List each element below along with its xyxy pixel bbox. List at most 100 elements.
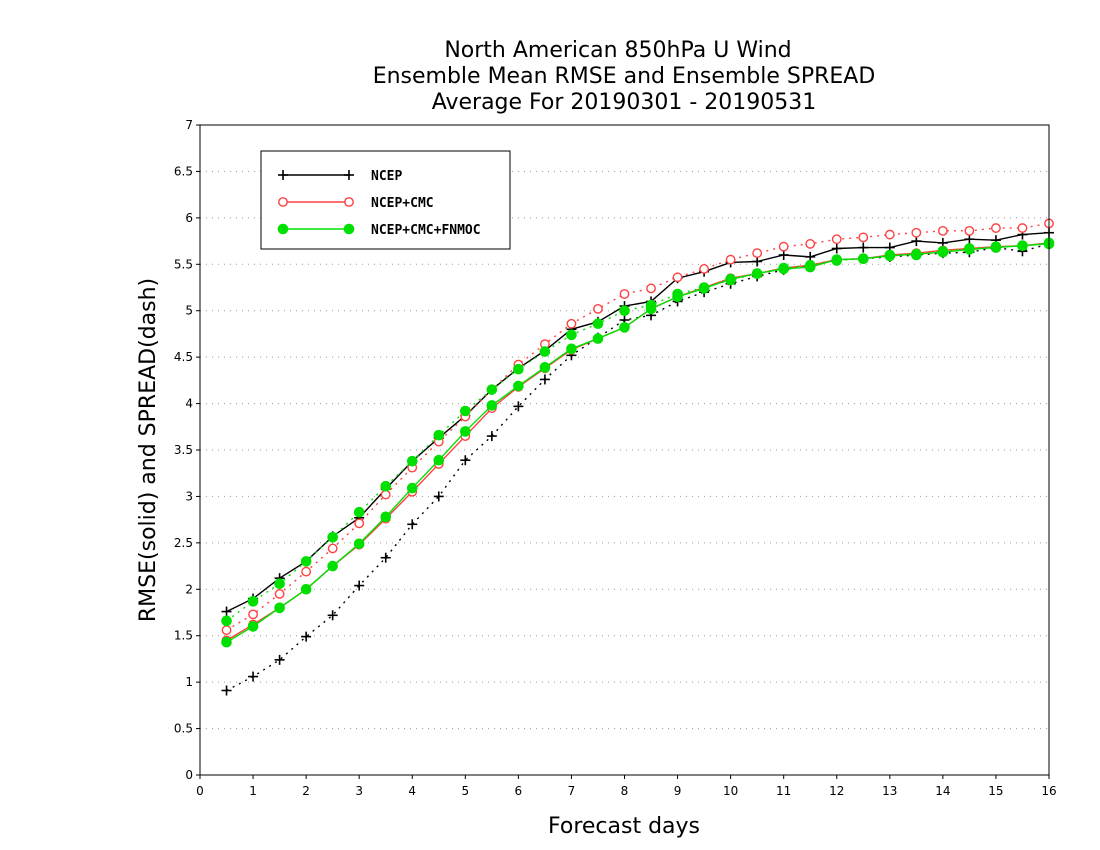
y-axis-ticks: 0 0.5 1 1.5 2 2.5 3 3.5 4 4.5 5 5.5 6 6.5 7 bbox=[174, 118, 200, 782]
rmse-point-ncep bbox=[831, 243, 842, 254]
rmse-point-ncep-cmc-fnmoc bbox=[751, 268, 763, 279]
rmse-point-ncep-cmc-fnmoc bbox=[433, 454, 445, 466]
rmse-point-ncep-cmc-fnmoc bbox=[804, 261, 816, 273]
rmse-point-ncep-cmc-fnmoc bbox=[247, 621, 259, 632]
spread-point-ncep bbox=[407, 519, 418, 530]
spread-point-ncep-cmc bbox=[805, 238, 816, 249]
rmse-point-ncep-cmc-fnmoc bbox=[566, 343, 577, 355]
spread-point-ncep-cmc bbox=[778, 241, 789, 252]
rmse-point-ncep-cmc-fnmoc bbox=[857, 253, 869, 265]
x-tick-label: 11 bbox=[776, 784, 791, 798]
rmse-point-ncep-cmc-fnmoc bbox=[911, 248, 922, 260]
spread-point-ncep-cmc-fnmoc bbox=[247, 596, 259, 607]
spread-line-ncep-cmc bbox=[226, 222, 1050, 631]
rmse-point-ncep-cmc-fnmoc bbox=[513, 380, 524, 392]
rmse-point-ncep bbox=[858, 242, 869, 253]
spread-point-ncep-cmc bbox=[380, 489, 391, 500]
rmse-point-ncep-cmc-fnmoc bbox=[406, 482, 418, 494]
rmse-point-ncep-cmc-fnmoc bbox=[937, 246, 949, 258]
legend-box bbox=[260, 150, 511, 250]
x-tick-label: 12 bbox=[829, 784, 844, 798]
y-tick-label: 7 bbox=[185, 118, 193, 132]
spread-point-ncep-cmc bbox=[327, 543, 338, 554]
spread-point-ncep-cmc-fnmoc bbox=[513, 363, 524, 375]
y-tick-label: 5 bbox=[185, 304, 193, 318]
y-tick-label: 3.5 bbox=[174, 443, 193, 457]
spread-point-ncep bbox=[248, 671, 259, 682]
y-tick-label: 6 bbox=[185, 211, 193, 225]
rmse-point-ncep-cmc-fnmoc bbox=[645, 303, 657, 315]
spread-line-ncep-cmc-fnmoc bbox=[226, 242, 1050, 622]
y-tick-label: 0.5 bbox=[174, 722, 193, 736]
chart-title: North American 850hPa U Wind Ensemble Me… bbox=[373, 38, 876, 115]
y-tick-label: 4 bbox=[185, 397, 193, 411]
spread-point-ncep-cmc-fnmoc bbox=[327, 531, 338, 543]
spread-point-ncep bbox=[221, 685, 232, 696]
legend-marker-ncep-cmc-fnmoc bbox=[343, 223, 355, 235]
rmse-point-ncep-cmc-fnmoc bbox=[698, 283, 710, 294]
y-tick-label: 6.5 bbox=[174, 164, 193, 178]
spread-point-ncep-cmc-fnmoc bbox=[460, 405, 471, 417]
spread-point-ncep-cmc bbox=[566, 318, 577, 329]
y-tick-label: 2 bbox=[185, 582, 193, 596]
spread-point-ncep bbox=[460, 455, 471, 466]
y-tick-label: 1 bbox=[185, 675, 193, 689]
spread-line-ncep bbox=[226, 243, 1050, 692]
rmse-point-ncep-cmc-fnmoc bbox=[964, 244, 975, 255]
rmse-point-ncep-cmc-fnmoc bbox=[460, 426, 471, 437]
spread-point-ncep bbox=[513, 401, 524, 412]
y-tick-label: 0 bbox=[185, 768, 193, 782]
legend-marker-ncep bbox=[344, 170, 354, 180]
spread-point-ncep-cmc-fnmoc bbox=[539, 346, 551, 357]
y-tick-label: 4.5 bbox=[174, 350, 193, 364]
x-axis-ticks: 0 1 2 3 4 5 6 7 8 9 10 11 12 13 14 15 16 bbox=[196, 775, 1057, 798]
spread-point-ncep-cmc-fnmoc bbox=[619, 305, 630, 317]
spread-point-ncep-cmc bbox=[911, 227, 922, 238]
rmse-point-ncep bbox=[752, 256, 763, 267]
legend: NCEP NCEP+CMC NCEP+CMC+FNMOC bbox=[260, 150, 511, 250]
spread-point-ncep-cmc bbox=[884, 229, 895, 240]
spread-point-ncep-cmc bbox=[354, 518, 365, 529]
spread-point-ncep bbox=[539, 374, 550, 385]
x-tick-label: 0 bbox=[196, 784, 204, 798]
x-tick-label: 16 bbox=[1041, 784, 1056, 798]
y-tick-label: 1.5 bbox=[174, 629, 193, 643]
x-tick-label: 3 bbox=[355, 784, 363, 798]
spread-point-ncep bbox=[301, 631, 312, 642]
rmse-point-ncep-cmc-fnmoc bbox=[990, 242, 1002, 253]
rmse-point-ncep-cmc-fnmoc bbox=[539, 362, 551, 373]
spread-point-ncep-cmc bbox=[937, 225, 948, 236]
x-tick-label: 8 bbox=[621, 784, 629, 798]
plot-frame bbox=[199, 124, 1050, 776]
rmse-line-ncep-cmc bbox=[226, 242, 1050, 641]
y-tick-label: 5.5 bbox=[174, 257, 193, 271]
rmse-point-ncep bbox=[964, 234, 975, 245]
rmse-point-ncep-cmc-fnmoc bbox=[672, 291, 683, 303]
spread-point-ncep bbox=[354, 580, 365, 591]
x-tick-label: 7 bbox=[568, 784, 576, 798]
spread-point-ncep-cmc bbox=[752, 248, 763, 259]
rmse-point-ncep-cmc-fnmoc bbox=[1017, 240, 1028, 252]
spread-point-ncep-cmc-fnmoc bbox=[592, 318, 604, 330]
legend-label-ncep-cmc: NCEP+CMC bbox=[371, 196, 434, 211]
x-tick-label: 2 bbox=[302, 784, 310, 798]
spread-point-ncep-cmc-fnmoc bbox=[300, 556, 312, 567]
series-group bbox=[221, 218, 1055, 696]
y-tick-label: 2.5 bbox=[174, 536, 193, 550]
rmse-point-ncep-cmc-fnmoc bbox=[592, 333, 604, 344]
x-tick-label: 1 bbox=[249, 784, 257, 798]
spread-point-ncep-cmc-fnmoc bbox=[566, 329, 577, 341]
spread-point-ncep-cmc bbox=[248, 609, 258, 620]
spread-point-ncep-cmc bbox=[221, 625, 232, 636]
spread-point-ncep-cmc bbox=[301, 566, 312, 577]
x-tick-label: 4 bbox=[408, 784, 416, 798]
rmse-point-ncep-cmc-fnmoc bbox=[486, 400, 498, 411]
spread-point-ncep-cmc bbox=[964, 225, 975, 236]
y-axis-label: RMSE(solid) and SPREAD(dash) bbox=[136, 278, 161, 622]
spread-point-ncep-cmc-fnmoc bbox=[406, 455, 418, 467]
spread-point-ncep-cmc bbox=[991, 223, 1001, 233]
x-axis-label: Forecast days bbox=[548, 814, 700, 839]
x-tick-label: 15 bbox=[988, 784, 1003, 798]
rmse-point-ncep-cmc-fnmoc bbox=[380, 511, 392, 523]
